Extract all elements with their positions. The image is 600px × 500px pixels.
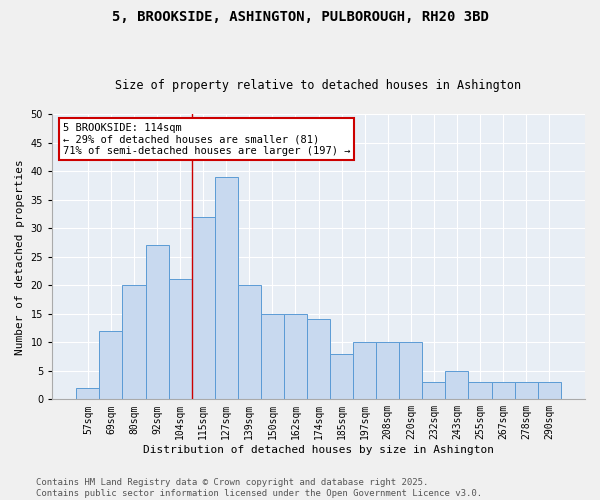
Bar: [376, 342, 399, 400]
Bar: [538, 382, 561, 400]
Bar: [76, 388, 100, 400]
Bar: [238, 285, 261, 400]
Bar: [215, 177, 238, 400]
Title: Size of property relative to detached houses in Ashington: Size of property relative to detached ho…: [115, 79, 521, 92]
Bar: [330, 354, 353, 400]
Bar: [445, 371, 469, 400]
Bar: [515, 382, 538, 400]
Bar: [191, 216, 215, 400]
Text: 5 BROOKSIDE: 114sqm
← 29% of detached houses are smaller (81)
71% of semi-detach: 5 BROOKSIDE: 114sqm ← 29% of detached ho…: [63, 122, 350, 156]
Y-axis label: Number of detached properties: Number of detached properties: [15, 159, 25, 354]
Bar: [399, 342, 422, 400]
Text: Contains HM Land Registry data © Crown copyright and database right 2025.
Contai: Contains HM Land Registry data © Crown c…: [36, 478, 482, 498]
Bar: [307, 320, 330, 400]
X-axis label: Distribution of detached houses by size in Ashington: Distribution of detached houses by size …: [143, 445, 494, 455]
Bar: [284, 314, 307, 400]
Text: 5, BROOKSIDE, ASHINGTON, PULBOROUGH, RH20 3BD: 5, BROOKSIDE, ASHINGTON, PULBOROUGH, RH2…: [112, 10, 488, 24]
Bar: [100, 331, 122, 400]
Bar: [353, 342, 376, 400]
Bar: [169, 280, 191, 400]
Bar: [491, 382, 515, 400]
Bar: [261, 314, 284, 400]
Bar: [146, 246, 169, 400]
Bar: [122, 285, 146, 400]
Bar: [469, 382, 491, 400]
Bar: [422, 382, 445, 400]
